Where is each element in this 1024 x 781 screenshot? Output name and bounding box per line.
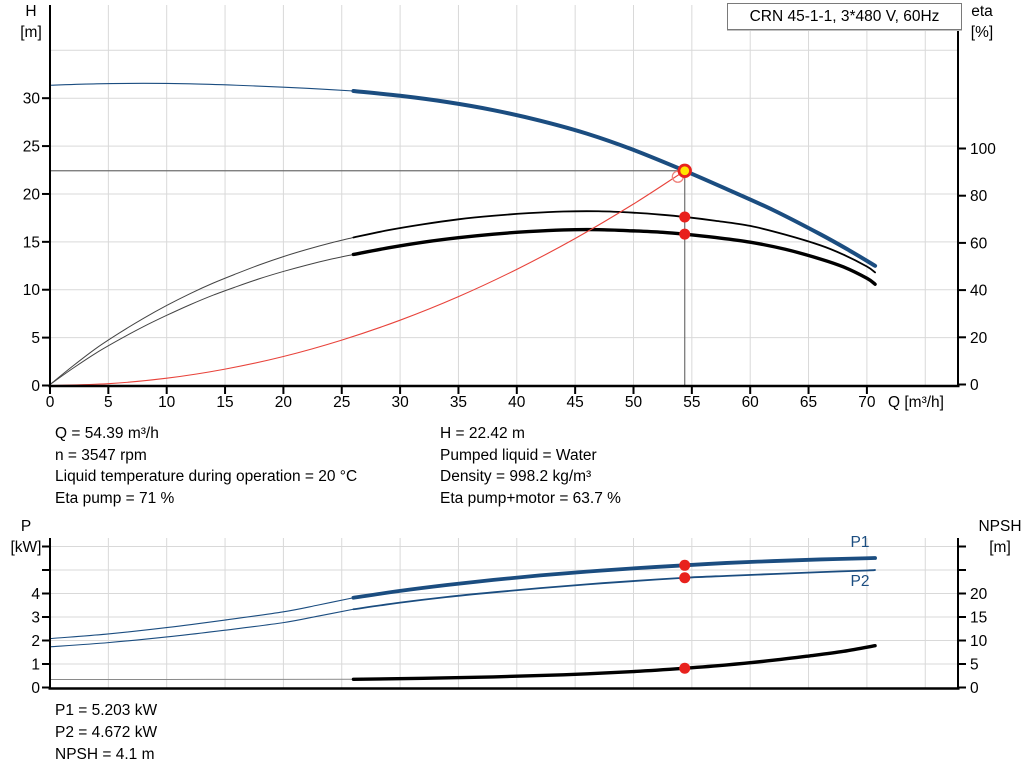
info-line-n: n = 3547 rpm: [55, 446, 147, 464]
right-axis-tick-label: 40: [970, 283, 988, 300]
left-axis-tick-label: 5: [31, 330, 40, 347]
x-axis-tick-label: 65: [800, 394, 817, 411]
eta-pump-curve: [352, 210, 876, 274]
info-line-q: Q = 54.39 m³/h: [55, 425, 159, 442]
left-axis-tick-label: 10: [23, 282, 41, 299]
duty-point-marker[interactable]: [677, 163, 692, 178]
info-line-p2: P2 = 4.672 kW: [55, 724, 158, 741]
p1-curve: [351, 556, 877, 600]
p2-curve-thin: [49, 608, 354, 648]
x-axis-tick-label: 20: [275, 394, 293, 411]
eta-pump-motor-curve: [351, 227, 877, 286]
info-line-h: H = 22.42 m: [440, 425, 525, 442]
x-axis-tick-label: 45: [567, 394, 584, 411]
right-axis-tick-label: 0: [970, 680, 979, 697]
eta-pump-motor-point: [679, 228, 691, 240]
right-axis-tick-label: 100: [970, 141, 996, 158]
x-axis-tick-label: 55: [683, 394, 700, 411]
head-curve-thin: [49, 82, 354, 92]
x-axis-tick-label: 35: [450, 394, 467, 411]
h-axis-symbol: H: [25, 3, 37, 20]
right-axis-tick-label: 0: [970, 377, 979, 394]
eta-axis-title: eta [%]: [961, 1, 1003, 43]
info-line-p1: P1 = 5.203 kW: [55, 702, 158, 719]
x-axis-tick-label: 30: [391, 394, 409, 411]
p1-point: [679, 559, 691, 571]
npsh-point: [679, 662, 691, 674]
gridlines: [50, 538, 958, 689]
right-axis-tick-label: 10: [970, 633, 988, 650]
npsh-axis-unit: [m]: [989, 539, 1011, 556]
left-axis-tick-label: 2: [31, 633, 40, 650]
left-axis-tick-label: 25: [23, 139, 40, 156]
eta-axis-unit: [%]: [970, 24, 994, 41]
power-npsh-chart: 0 1 2 3 4 0 5 10 15 20: [31, 538, 988, 697]
right-axis-tick-label: 5: [970, 657, 979, 674]
left-axis-tick-label: 0: [31, 680, 40, 697]
eta-axis-symbol: eta: [971, 3, 993, 20]
npsh-axis-symbol: NPSH: [978, 518, 1022, 535]
x-axis-tick-label: 70: [858, 394, 876, 411]
x-axis-tick-label: 10: [158, 394, 176, 411]
info-line-density: Density = 998.2 kg/m³: [440, 468, 592, 485]
left-axis-tick-label: 20: [23, 186, 41, 203]
axes: 0 5 10 15 20 25 30 0 20 40 60 80 100 0 5 10 15 20 25 30 35 40…: [23, 5, 996, 411]
x-axis-tick-label: 60: [742, 394, 760, 411]
right-axis-tick-label: 15: [970, 610, 987, 627]
right-axis-tick-label: 20: [970, 330, 988, 347]
pump-name-label: CRN 45-1-1, 3*480 V, 60Hz: [749, 7, 940, 25]
x-axis-tick-label: 50: [625, 394, 643, 411]
p2-curve: [352, 569, 876, 611]
h-axis-title: H [m]: [13, 1, 49, 43]
info-line-eta-total: Eta pump+motor = 63.7 %: [440, 489, 621, 507]
right-axis-tick-label: 20: [970, 586, 988, 603]
right-axis-tick-label: 60: [970, 235, 988, 252]
x-axis-tick-label: 15: [216, 394, 233, 411]
left-axis-tick-label: 4: [31, 586, 40, 603]
info-line-eta-pump: Eta pump = 71 %: [55, 489, 175, 507]
pump-name-box: CRN 45-1-1, 3*480 V, 60Hz: [727, 3, 962, 30]
left-axis-tick-label: 3: [31, 610, 40, 627]
qh-eta-chart: 0 5 10 15 20 25 30 0 20 40 60 80 100 0 5 10 15 20 25 30 35 40…: [23, 5, 996, 411]
p2-point: [679, 572, 691, 584]
npsh-curve: [351, 643, 877, 681]
eta-pump-curve-thin: [49, 236, 354, 385]
x-axis-tick-label: 5: [104, 394, 113, 411]
x-axis-tick-label: 40: [508, 394, 526, 411]
system-curve: [49, 170, 686, 387]
x-axis-title: Q [m³/h]: [888, 394, 944, 411]
left-axis-tick-label: 0: [31, 378, 40, 395]
info-line-liquid: Pumped liquid = Water: [440, 446, 597, 464]
duty-info-left: Q = 54.39 m³/h n = 3547 rpm Liquid tempe…: [55, 423, 357, 509]
duty-info-right: H = 22.42 m Pumped liquid = Water Densit…: [440, 423, 621, 509]
left-axis-tick-label: 30: [23, 91, 41, 108]
p1-curve-thin: [49, 597, 354, 640]
eta-pump-motor-curve-thin: [49, 253, 354, 385]
axes: 0 1 2 3 4 0 5 10 15 20: [31, 538, 988, 697]
right-axis-tick-label: 80: [970, 188, 988, 205]
power-info: P1 = 5.203 kW P2 = 4.672 kW NPSH = 4.1 m: [55, 700, 157, 766]
eta-pump-point: [679, 211, 691, 223]
gridlines: [50, 5, 958, 386]
p-axis-title: P [kW]: [4, 516, 48, 558]
p-axis-unit: [kW]: [10, 539, 42, 556]
x-axis-tick-label: 0: [46, 394, 55, 411]
info-line-temp: Liquid temperature during operation = 20…: [55, 468, 358, 485]
p2-curve-label: P2: [850, 573, 870, 590]
p-axis-symbol: P: [20, 518, 32, 535]
x-axis-tick-label: 25: [333, 394, 350, 411]
left-axis-tick-label: 1: [31, 657, 40, 674]
p1-curve-label: P1: [850, 534, 870, 551]
info-line-npsh: NPSH = 4.1 m: [55, 746, 155, 763]
npsh-axis-title: NPSH [m]: [977, 516, 1023, 558]
left-axis-tick-label: 15: [23, 234, 40, 251]
head-curve: [351, 89, 878, 268]
h-axis-unit: [m]: [20, 24, 42, 41]
